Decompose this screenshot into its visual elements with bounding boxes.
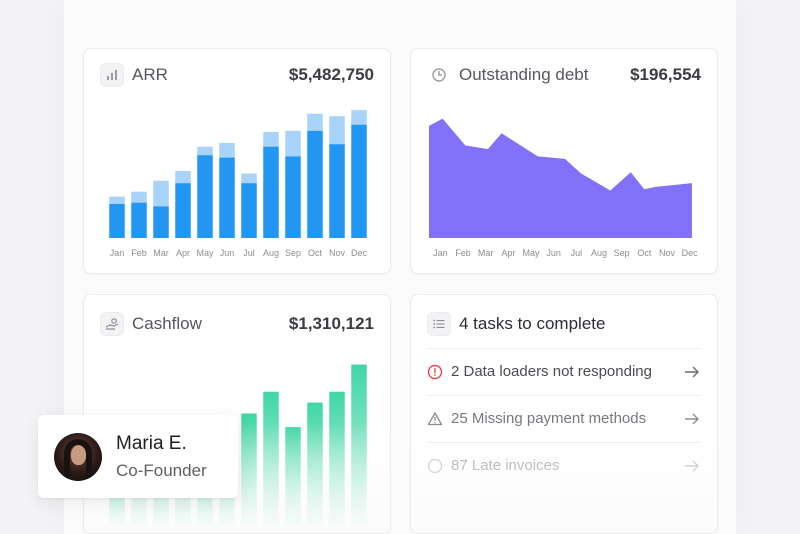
clock-icon	[427, 63, 451, 87]
x-tick-label: Dec	[682, 248, 699, 258]
list-icon	[427, 312, 451, 336]
debt-title: Outstanding debt	[459, 65, 589, 84]
alert-triangle-icon	[427, 411, 443, 425]
arr-bar-top	[285, 130, 301, 157]
cashflow-bar	[307, 402, 323, 525]
x-tick-label: Nov	[329, 248, 346, 258]
x-tick-label: Aug	[263, 248, 279, 258]
x-tick-label: Oct	[637, 248, 652, 258]
arr-bar-top	[153, 180, 169, 207]
arr-bar-top	[307, 113, 323, 131]
x-tick-label: Dec	[351, 248, 368, 258]
arr-bar	[197, 155, 213, 238]
arr-bar-top	[175, 171, 191, 184]
x-tick-label: Jul	[243, 248, 255, 258]
arr-bar	[109, 203, 125, 238]
arr-bar	[219, 157, 235, 238]
x-tick-label: May	[522, 248, 540, 258]
task-label: 25 Missing payment methods	[451, 410, 647, 427]
arr-bar	[131, 202, 147, 238]
x-tick-label: Mar	[478, 248, 494, 258]
x-tick-label: Jan	[110, 248, 125, 258]
arr-bar-top	[241, 173, 257, 184]
outstanding-debt-card[interactable]: Outstanding debt $196,554 Jan Feb Mar Apr Ma…	[410, 48, 718, 274]
hand-coins-icon	[100, 312, 124, 336]
profile-text: Maria E. Co-Founder	[116, 433, 207, 481]
cashflow-card[interactable]: Cashflow $1,310,121	[83, 294, 391, 534]
debt-area-chart: Jan Feb Mar Apr May Jun Jul Aug Sep Oct Nov Dec	[429, 118, 699, 258]
x-tick-label: Oct	[308, 248, 323, 258]
task-label: 87 Late invoices	[451, 457, 560, 474]
arr-bar-top	[109, 196, 125, 204]
debt-value: $196,554	[630, 65, 701, 84]
arr-bar	[241, 183, 257, 238]
arr-bar-top	[197, 146, 213, 156]
profile-card[interactable]: Maria E. Co-Founder	[38, 415, 238, 498]
tasks-card-header: 4 tasks to complete	[427, 308, 701, 340]
avatar	[54, 432, 102, 481]
arr-bar	[329, 144, 345, 238]
profile-name: Maria E.	[116, 432, 187, 454]
arr-bar	[307, 130, 323, 238]
x-tick-label: Mar	[153, 248, 169, 258]
x-tick-label: Apr	[176, 248, 190, 258]
arr-bar-top	[329, 116, 345, 145]
x-tick-label: Jun	[546, 248, 561, 258]
x-tick-label: Aug	[591, 248, 607, 258]
x-tick-label: Feb	[131, 248, 147, 258]
arrow-right-icon[interactable]	[683, 412, 701, 426]
arrow-right-icon[interactable]	[683, 365, 701, 379]
cashflow-bar	[329, 391, 345, 525]
x-tick-label: Jul	[571, 248, 583, 258]
cashflow-bar	[263, 391, 279, 525]
cashflow-bar	[351, 364, 367, 525]
arr-bar	[153, 206, 169, 238]
arr-bar-top	[219, 142, 235, 158]
arr-card[interactable]: ARR $5,482,750 Jan Feb Mar Apr May Jun Jul Aug S…	[83, 48, 391, 274]
profile-role: Co-Founder	[116, 460, 207, 480]
cashflow-title: Cashflow	[132, 314, 202, 333]
x-tick-label: Nov	[659, 248, 676, 258]
cashflow-card-header: Cashflow $1,310,121	[100, 308, 374, 340]
x-tick-label: May	[196, 248, 214, 258]
arr-bar-top	[351, 110, 367, 125]
x-tick-label: Jun	[220, 248, 235, 258]
arr-value: $5,482,750	[288, 65, 374, 84]
cashflow-value: $1,310,121	[288, 314, 374, 333]
arr-bar-chart: Jan Feb Mar Apr May Jun Jul Aug Sep Oct Nov Dec	[109, 110, 368, 258]
arr-bar	[285, 156, 301, 238]
info-circle-icon	[427, 458, 443, 473]
cashflow-bar	[241, 413, 257, 525]
task-item-data-loaders[interactable]: 2 Data loaders not responding	[427, 348, 701, 394]
debt-card-header: Outstanding debt $196,554	[427, 59, 701, 91]
arr-title: ARR	[132, 65, 168, 84]
x-tick-label: Apr	[501, 248, 515, 258]
x-tick-label: Sep	[285, 248, 301, 258]
arr-bar	[351, 124, 367, 238]
arr-bar-top	[131, 191, 147, 203]
arr-bar-top	[263, 132, 279, 147]
tasks-card[interactable]: 4 tasks to complete 2 Data loaders not r…	[410, 294, 718, 534]
x-tick-label: Jan	[433, 248, 448, 258]
alert-circle-icon	[427, 364, 443, 379]
tasks-title: 4 tasks to complete	[459, 314, 606, 333]
x-tick-label: Feb	[455, 248, 471, 258]
debt-area	[429, 118, 692, 238]
arr-card-header: ARR $5,482,750	[100, 59, 374, 91]
arr-bar	[175, 183, 191, 238]
task-item-late-invoices[interactable]: 87 Late invoices	[427, 442, 701, 488]
task-label: 2 Data loaders not responding	[451, 363, 652, 380]
x-tick-label: Sep	[614, 248, 630, 258]
arr-bar	[263, 146, 279, 238]
cashflow-bar	[285, 427, 301, 525]
arrow-right-icon[interactable]	[683, 459, 701, 473]
bar-chart-icon	[100, 63, 124, 87]
task-item-missing-payment[interactable]: 25 Missing payment methods	[427, 395, 701, 441]
